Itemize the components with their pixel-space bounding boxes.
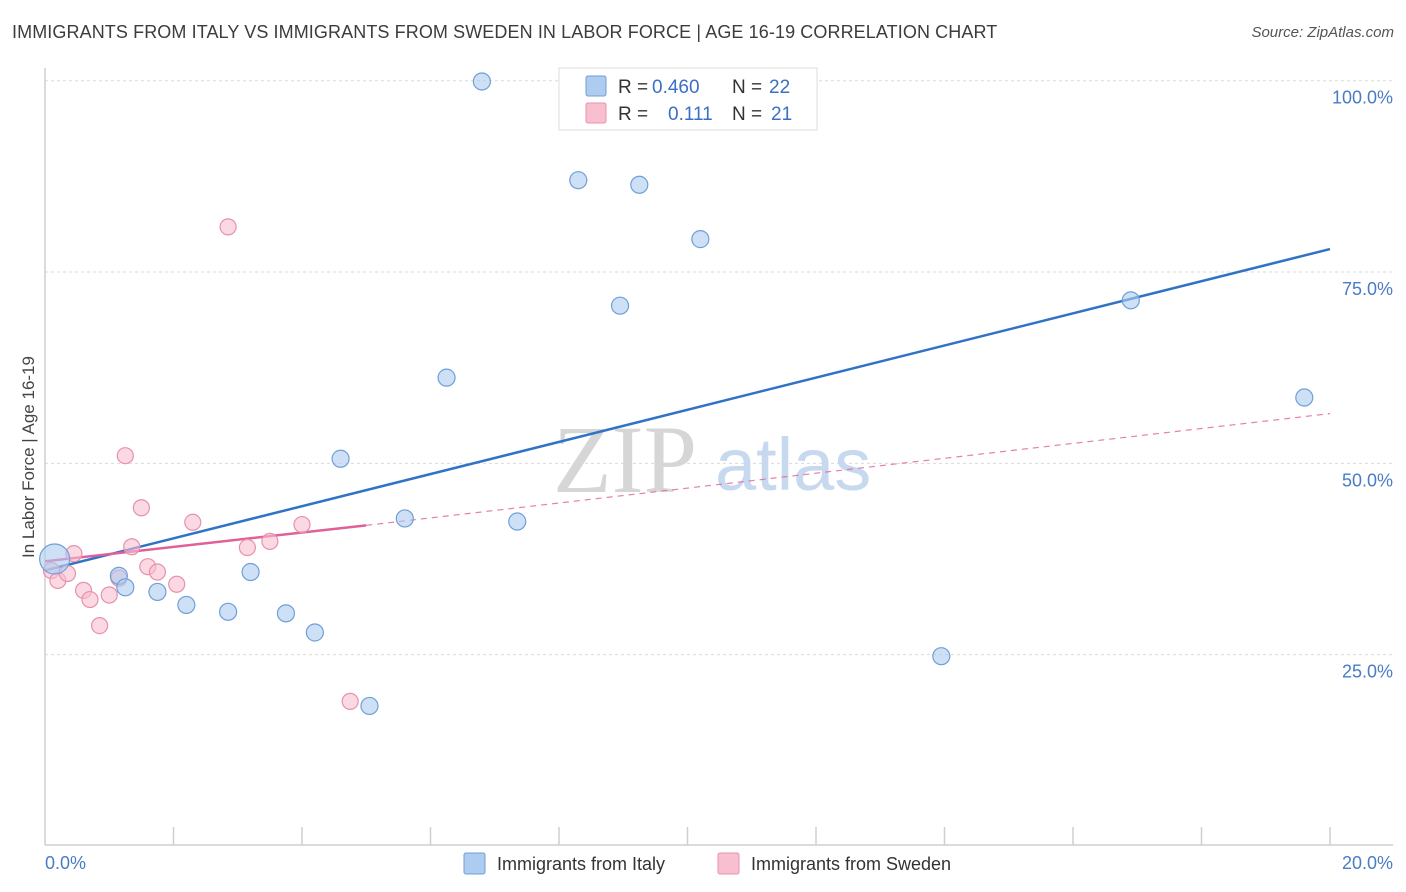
italy-trend-line: [44, 247, 1331, 572]
sweden-point: [168, 575, 186, 593]
x-tick-label-min: 0.0%: [45, 853, 86, 873]
sweden-trend-line-extended: [366, 413, 1331, 526]
italy-point: [148, 582, 167, 602]
watermark: ZIP atlas: [553, 406, 871, 513]
legend-italy-r-label: R =: [618, 77, 648, 98]
bottom-legend-italy-swatch: [463, 852, 486, 875]
italy-point: [241, 562, 260, 582]
sweden-point: [184, 513, 202, 531]
italy-point: [395, 509, 414, 528]
italy-point: [472, 72, 491, 91]
sweden-point: [132, 499, 150, 517]
italy-point: [610, 296, 630, 315]
x-tick-label-max: 20.0%: [1342, 853, 1393, 873]
axes: [44, 68, 1393, 846]
sweden-point: [341, 692, 359, 710]
italy-point: [630, 175, 649, 194]
sweden-trend-line: [44, 524, 367, 563]
y-tick-label: 100.0%: [1332, 88, 1393, 108]
italy-point: [932, 647, 951, 666]
italy-point: [116, 578, 135, 597]
x-tick-labels: 0.0% 20.0%: [45, 853, 1393, 873]
watermark-atlas: atlas: [715, 423, 871, 506]
italy-point: [691, 230, 710, 249]
italy-points: [39, 72, 1314, 716]
italy-point: [39, 543, 71, 575]
legend-sweden-r-value: 0.111: [668, 104, 713, 125]
italy-point: [305, 623, 324, 642]
italy-point: [360, 696, 379, 716]
trend-lines: [44, 247, 1331, 572]
italy-point: [219, 602, 238, 621]
chart-title: IMMIGRANTS FROM ITALY VS IMMIGRANTS FROM…: [12, 22, 998, 42]
sweden-point: [219, 218, 237, 236]
sweden-point: [116, 447, 134, 465]
italy-point: [177, 595, 196, 615]
y-tick-labels: 25.0% 50.0% 75.0% 100.0%: [1332, 88, 1393, 682]
bottom-legend-sweden-label: Immigrants from Sweden: [751, 854, 951, 874]
italy-point: [331, 449, 350, 468]
y-axis-label: In Labor Force | Age 16-19: [19, 356, 38, 558]
y-tick-label: 75.0%: [1342, 279, 1393, 299]
sweden-point: [81, 590, 99, 609]
y-tick-label: 25.0%: [1342, 662, 1393, 682]
y-tick-label: 50.0%: [1342, 470, 1393, 490]
italy-point: [437, 368, 456, 387]
legend-italy-swatch: [585, 75, 607, 97]
legend-italy-r-value: 0.460: [652, 77, 700, 98]
bottom-legend: Immigrants from Italy Immigrants from Sw…: [463, 852, 951, 875]
legend-sweden-n-value: 21: [771, 104, 792, 125]
sweden-point: [91, 616, 109, 635]
italy-point: [569, 171, 588, 190]
x-ticks: [172, 827, 1331, 845]
source-label: Source: ZipAtlas.com: [1251, 24, 1394, 41]
watermark-zip: ZIP: [553, 406, 697, 513]
bottom-legend-italy-label: Immigrants from Italy: [497, 854, 665, 874]
sweden-point: [293, 515, 311, 534]
sweden-point: [238, 538, 256, 557]
sweden-point: [100, 586, 118, 604]
top-legend: R = 0.460 N = 22 R = 0.111 N = 21: [558, 67, 818, 131]
sweden-point: [123, 538, 141, 556]
legend-italy-n-value: 22: [769, 77, 790, 98]
sweden-point: [261, 532, 279, 551]
italy-point: [1295, 388, 1314, 407]
legend-italy-n-label: N =: [732, 77, 762, 98]
legend-sweden-n-label: N =: [732, 104, 762, 125]
bottom-legend-sweden-swatch: [717, 852, 740, 875]
italy-point: [276, 604, 296, 623]
legend-sweden-r-label: R =: [618, 104, 648, 125]
italy-point: [508, 512, 527, 531]
italy-point: [1121, 291, 1140, 310]
sweden-point: [148, 563, 167, 581]
gridlines: [45, 80, 1393, 656]
legend-sweden-swatch: [585, 102, 607, 124]
